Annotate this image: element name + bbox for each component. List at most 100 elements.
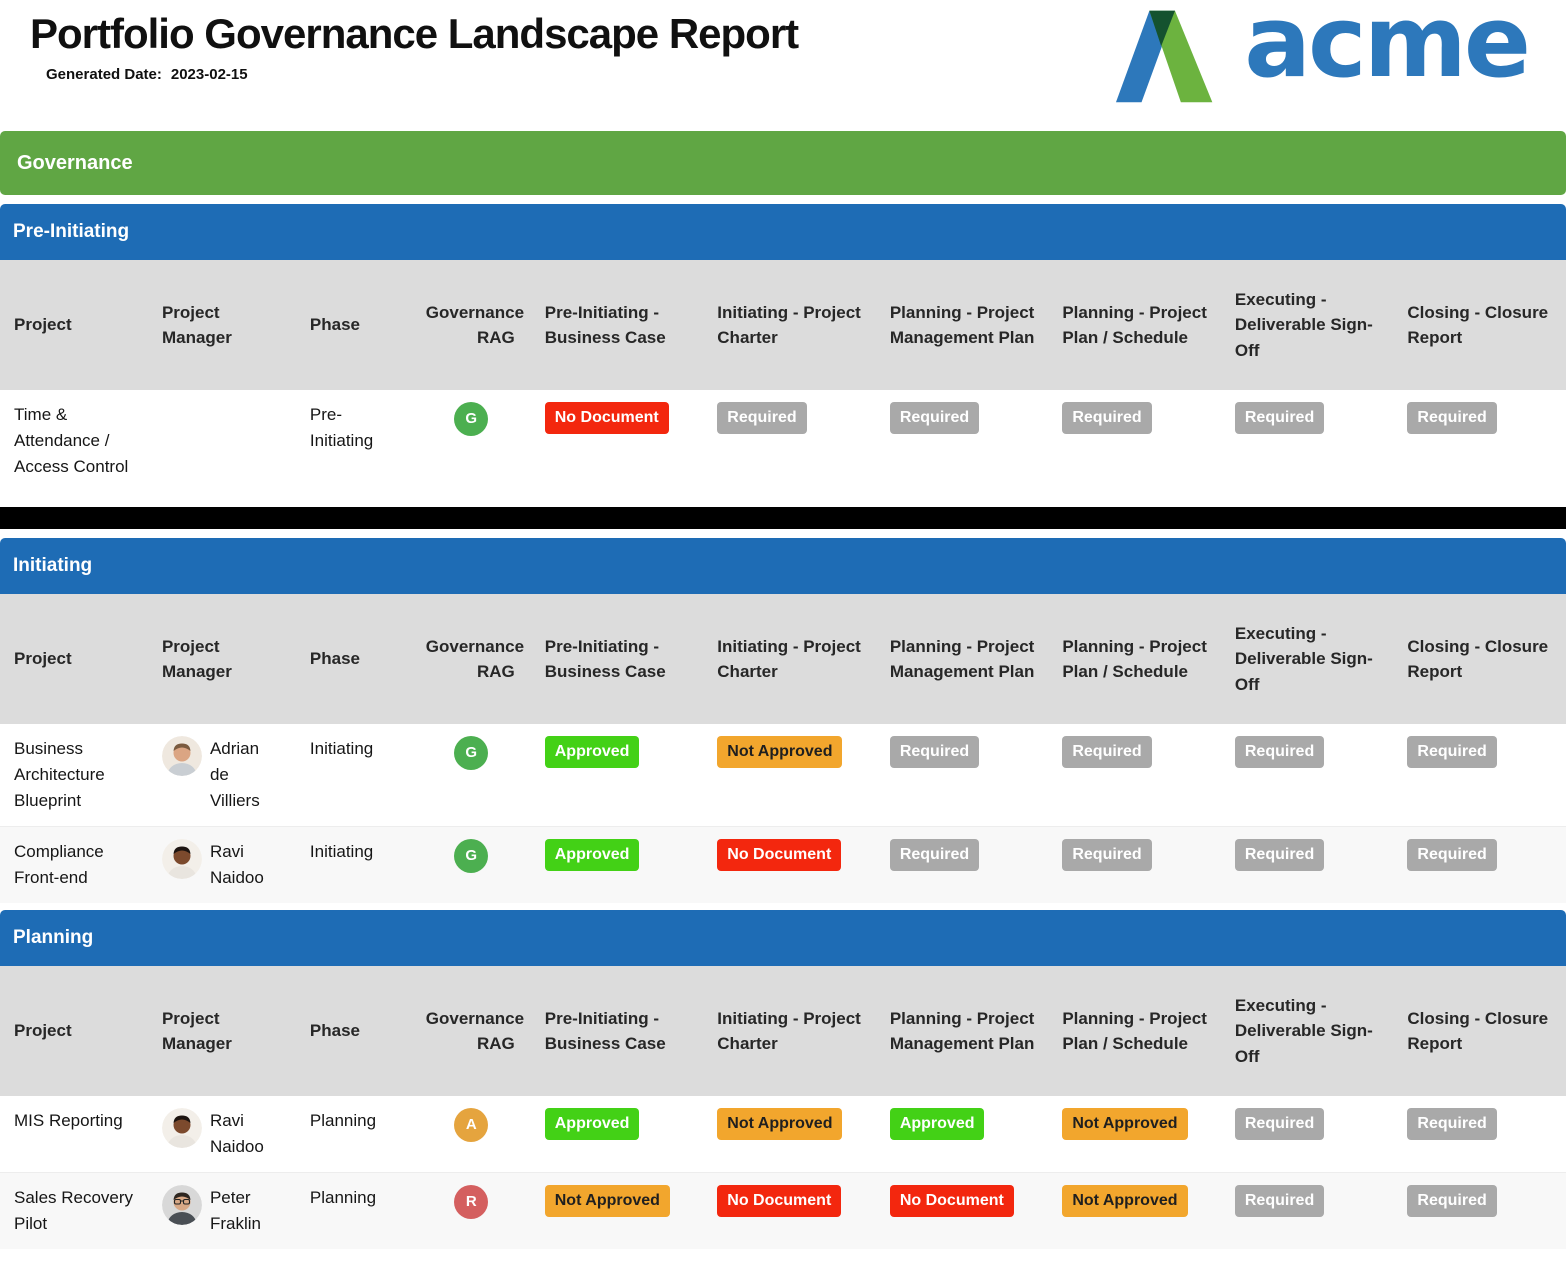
status-badge-required: Required: [889, 736, 980, 768]
column-header-project-manager: Project Manager: [147, 594, 296, 724]
column-header-governance-rag: Governance RAG: [411, 594, 531, 724]
avatar-ravi: [161, 839, 202, 879]
status-cell: Approved: [530, 826, 704, 903]
rag-cell: R: [411, 1172, 531, 1249]
manager-cell: Peter Fraklin: [147, 1172, 296, 1249]
status-cell: Required: [1393, 390, 1566, 492]
status-badge-required: Required: [1407, 402, 1497, 434]
status-cell: Required: [703, 390, 876, 492]
generated-date-label: Generated Date:: [46, 66, 162, 84]
status-badge-required: Required: [717, 402, 807, 434]
status-cell: Not Approved: [703, 1096, 876, 1173]
status-cell: Required: [1048, 724, 1221, 827]
column-header-pre-initiating-business-case: Pre-Initiating - Business Case: [530, 260, 704, 390]
column-header-project-manager: Project Manager: [147, 966, 296, 1096]
column-header-closing-closure-report: Closing - Closure Report: [1393, 966, 1566, 1096]
page-title: Portfolio Governance Landscape Report: [30, 10, 799, 57]
project-cell: Time & Attendance / Access Control: [0, 390, 148, 492]
column-header-closing-closure-report: Closing - Closure Report: [1393, 260, 1566, 390]
table-row: Time & Attendance / Access Control Pre-In…: [0, 390, 1566, 492]
table-row: Business Architecture Blueprint Adrian d…: [0, 724, 1566, 827]
status-badge-required: Required: [1062, 402, 1152, 434]
column-header-planning-project-management-plan: Planning - Project Management Plan: [875, 594, 1049, 724]
status-badge-not-approved: Not Approved: [544, 1185, 670, 1217]
column-header-initiating-project-charter: Initiating - Project Charter: [703, 966, 876, 1096]
status-cell: Not Approved: [1048, 1172, 1221, 1249]
column-header-pre-initiating-business-case: Pre-Initiating - Business Case: [530, 594, 704, 724]
column-header-planning-project-plan-schedule: Planning - Project Plan / Schedule: [1048, 260, 1221, 390]
rag-cell: G: [411, 826, 531, 903]
phase-section-planning: Planning Project Project Manager Phase Gover…: [0, 910, 1566, 1249]
phase-bar-pre-initiating: Pre-Initiating: [0, 204, 1566, 260]
column-header-project: Project: [0, 260, 148, 390]
avatar-peter: [161, 1185, 202, 1225]
status-badge-required: Required: [1062, 736, 1152, 768]
rag-indicator-g: G: [454, 736, 489, 770]
status-badge-required: Required: [1407, 1185, 1497, 1217]
manager-cell: [147, 390, 296, 492]
column-header-phase: Phase: [295, 594, 412, 724]
status-badge-approved: Approved: [544, 736, 640, 768]
column-header-governance-rag: Governance RAG: [411, 966, 531, 1096]
status-cell: Required: [1220, 1172, 1394, 1249]
manager-cell: Ravi Naidoo: [147, 826, 296, 903]
governance-table: Project Project Manager Phase Governance RA…: [0, 260, 1566, 492]
status-cell: Required: [1220, 390, 1394, 492]
section-divider: [0, 507, 1566, 529]
column-header-phase: Phase: [295, 966, 412, 1096]
status-badge-not-approved: Not Approved: [1062, 1185, 1188, 1217]
status-cell: No Document: [530, 390, 704, 492]
column-header-executing-deliverable-sign-off: Executing - Deliverable Sign-Off: [1220, 966, 1394, 1096]
status-cell: Required: [1220, 826, 1394, 903]
header-row: Project Project Manager Phase Governance RA…: [0, 594, 1566, 724]
column-header-phase: Phase: [295, 260, 412, 390]
manager-name: Ravi Naidoo: [209, 842, 264, 887]
column-header-executing-deliverable-sign-off: Executing - Deliverable Sign-Off: [1220, 260, 1394, 390]
sections-container: Pre-Initiating Project Project Manager Phas…: [0, 204, 1566, 1249]
header-row: Project Project Manager Phase Governance RA…: [0, 966, 1566, 1096]
status-cell: No Document: [703, 1172, 876, 1249]
status-cell: No Document: [703, 826, 876, 903]
phase-section-pre-initiating: Pre-Initiating Project Project Manager Phas…: [0, 204, 1566, 507]
status-cell: Approved: [530, 724, 704, 827]
table-row: Compliance Front-end Ravi Naidoo Initiati…: [0, 826, 1566, 903]
status-badge-required: Required: [1234, 736, 1325, 768]
table-row: Sales Recovery Pilot Peter Fraklin Planni…: [0, 1172, 1566, 1249]
column-header-planning-project-plan-schedule: Planning - Project Plan / Schedule: [1048, 594, 1221, 724]
rag-cell: G: [411, 390, 531, 492]
phase-cell: Initiating: [295, 724, 412, 827]
column-header-project: Project: [0, 966, 148, 1096]
status-badge-required: Required: [1407, 1108, 1497, 1140]
avatar-adrian: [161, 736, 202, 776]
acme-logo: acme: [1114, 0, 1531, 106]
generated-date: Generated Date: 2023-02-15: [30, 66, 1536, 83]
status-cell: Required: [875, 390, 1049, 492]
status-badge-approved: Approved: [544, 839, 640, 871]
status-cell: Required: [875, 724, 1049, 827]
status-badge-no-document: No Document: [717, 839, 842, 871]
status-badge-approved: Approved: [889, 1108, 985, 1140]
status-badge-not-approved: Not Approved: [717, 1108, 843, 1140]
governance-table: Project Project Manager Phase Governance RA…: [0, 966, 1566, 1249]
avatar-ravi: [161, 1108, 202, 1148]
manager-name: Ravi Naidoo: [209, 1111, 264, 1156]
phase-cell: Pre-Initiating: [295, 390, 412, 492]
column-header-closing-closure-report: Closing - Closure Report: [1393, 594, 1566, 724]
manager-cell: Adrian de Villiers: [147, 724, 296, 827]
phase-cell: Planning: [295, 1172, 412, 1249]
phase-bar-planning: Planning: [0, 910, 1566, 966]
column-header-planning-project-management-plan: Planning - Project Management Plan: [875, 966, 1049, 1096]
status-badge-required: Required: [889, 839, 980, 871]
column-header-project-manager: Project Manager: [147, 260, 296, 390]
status-cell: Required: [1220, 1096, 1394, 1173]
status-badge-required: Required: [1234, 402, 1325, 434]
status-cell: Required: [1393, 1096, 1566, 1173]
manager-cell: Ravi Naidoo: [147, 1096, 296, 1173]
column-header-planning-project-management-plan: Planning - Project Management Plan: [875, 260, 1049, 390]
title-block: Portfolio Governance Landscape Report Ge…: [30, 10, 1536, 83]
acme-logo-mark: [1116, 10, 1213, 103]
phase-cell: Planning: [295, 1096, 412, 1173]
governance-section-bar: Governance: [0, 131, 1566, 195]
rag-indicator-g: G: [454, 402, 489, 436]
